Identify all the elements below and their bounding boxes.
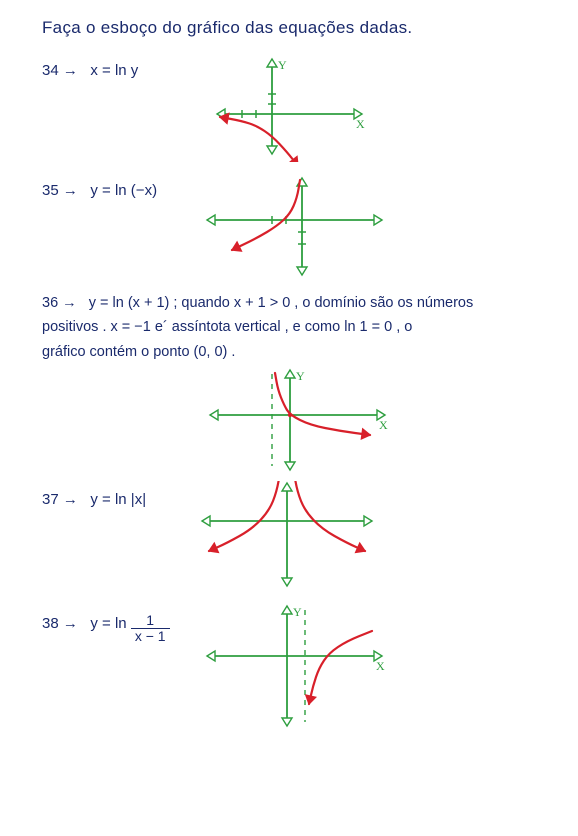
problem-38-chart: XY	[192, 601, 392, 731]
problem-36-line2: positivos . x = −1 e´ assíntota vertical…	[42, 316, 548, 338]
page-title: Faça o esboço do gráfico das equações da…	[42, 18, 548, 38]
problem-34: 34 → x = ln y XY	[42, 52, 548, 162]
fraction: 1 x − 1	[131, 613, 170, 643]
problem-36-line3: gráfico contém o ponto (0, 0) .	[42, 341, 548, 363]
problem-38-eq-prefix: y = ln	[90, 616, 130, 633]
svg-text:X: X	[356, 117, 365, 131]
problem-36: 36 → y = ln (x + 1) ; quando x + 1 > 0 ,…	[42, 292, 548, 475]
svg-text:X: X	[379, 418, 388, 432]
problem-35: 35 → y = ln (−x)	[42, 172, 548, 282]
problem-36-eq-line1: y = ln (x + 1) ; quando x + 1 > 0 , o do…	[89, 295, 473, 311]
problem-35-label: 35 → y = ln (−x)	[42, 172, 192, 203]
svg-text:X: X	[376, 659, 385, 673]
problem-34-num: 34 →	[42, 62, 78, 79]
problem-37-eq: y = ln |x|	[90, 491, 146, 508]
problem-34-eq: x = ln y	[90, 62, 138, 79]
problem-37-chart	[192, 481, 382, 591]
fraction-numerator: 1	[131, 613, 170, 629]
problem-38-num: 38 →	[42, 616, 78, 633]
page: Faça o esboço do gráfico das equações da…	[0, 0, 578, 836]
problem-34-label: 34 → x = ln y	[42, 52, 192, 83]
problem-38-label: 38 → y = ln 1 x − 1	[42, 601, 192, 639]
problem-36-line1: 36 → y = ln (x + 1) ; quando x + 1 > 0 ,…	[42, 292, 548, 314]
problem-35-chart	[192, 172, 392, 282]
svg-text:Y: Y	[296, 369, 305, 383]
problem-38: 38 → y = ln 1 x − 1 XY	[42, 601, 548, 731]
problem-36-chart: XY	[195, 365, 395, 475]
problem-37: 37 → y = ln |x|	[42, 481, 548, 591]
svg-text:Y: Y	[278, 58, 287, 72]
problem-37-label: 37 → y = ln |x|	[42, 481, 192, 512]
problem-34-chart: XY	[192, 52, 372, 162]
problem-35-num: 35 →	[42, 182, 78, 199]
problem-35-eq: y = ln (−x)	[90, 182, 157, 199]
fraction-denominator: x − 1	[131, 629, 170, 644]
problem-37-num: 37 →	[42, 491, 78, 508]
problem-36-num: 36 →	[42, 295, 77, 311]
svg-text:Y: Y	[293, 605, 302, 619]
